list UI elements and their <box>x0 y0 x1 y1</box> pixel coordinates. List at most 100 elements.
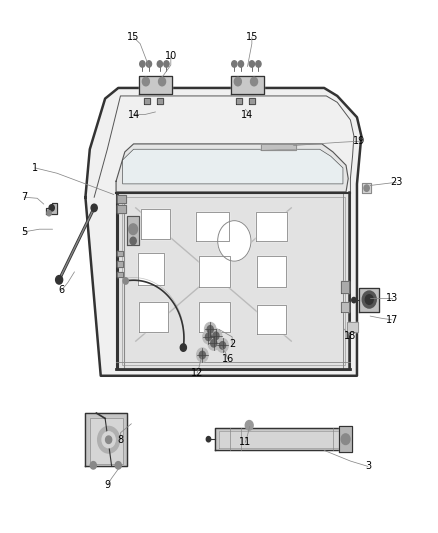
Circle shape <box>49 205 54 211</box>
Circle shape <box>210 329 222 343</box>
Circle shape <box>129 224 138 235</box>
Text: 23: 23 <box>390 177 403 187</box>
Polygon shape <box>90 418 123 464</box>
Polygon shape <box>219 431 346 448</box>
Circle shape <box>197 348 208 362</box>
Polygon shape <box>117 272 123 277</box>
Circle shape <box>142 77 149 86</box>
Circle shape <box>203 330 214 344</box>
Polygon shape <box>123 149 343 184</box>
Circle shape <box>90 462 96 469</box>
Circle shape <box>98 426 120 453</box>
Text: 3: 3 <box>365 462 371 471</box>
Circle shape <box>106 436 112 443</box>
Polygon shape <box>196 212 229 241</box>
Circle shape <box>146 61 152 67</box>
Text: 17: 17 <box>386 315 398 325</box>
Polygon shape <box>249 98 255 104</box>
Circle shape <box>180 344 187 351</box>
Polygon shape <box>85 413 127 466</box>
Polygon shape <box>139 76 172 94</box>
Circle shape <box>251 77 258 86</box>
Circle shape <box>205 333 212 341</box>
Circle shape <box>238 61 244 67</box>
Text: 2: 2 <box>229 339 235 349</box>
Polygon shape <box>359 288 379 312</box>
Polygon shape <box>362 183 371 193</box>
Polygon shape <box>236 98 242 104</box>
Polygon shape <box>139 302 167 332</box>
Text: 8: 8 <box>117 435 124 445</box>
Circle shape <box>218 221 251 261</box>
Polygon shape <box>117 195 126 203</box>
Polygon shape <box>116 144 348 192</box>
Text: 11: 11 <box>239 438 251 447</box>
Circle shape <box>91 204 97 212</box>
Text: 7: 7 <box>21 192 27 202</box>
Polygon shape <box>341 281 349 293</box>
Text: 9: 9 <box>104 480 110 490</box>
Circle shape <box>115 462 121 469</box>
Circle shape <box>123 278 128 284</box>
Circle shape <box>234 77 241 86</box>
Circle shape <box>199 351 205 359</box>
Text: 18: 18 <box>344 331 357 341</box>
Text: 14: 14 <box>127 110 140 119</box>
Polygon shape <box>117 251 123 256</box>
Circle shape <box>217 338 228 352</box>
Text: 6: 6 <box>58 286 64 295</box>
Text: 12: 12 <box>191 368 203 378</box>
Text: 15: 15 <box>246 33 258 42</box>
Circle shape <box>47 211 51 216</box>
Circle shape <box>213 332 219 340</box>
Circle shape <box>206 437 211 442</box>
Circle shape <box>164 61 169 67</box>
Circle shape <box>232 61 237 67</box>
Text: 19: 19 <box>353 136 365 146</box>
Text: 5: 5 <box>21 227 27 237</box>
Polygon shape <box>85 88 361 376</box>
Polygon shape <box>339 426 352 452</box>
Circle shape <box>249 61 254 67</box>
Polygon shape <box>261 144 296 150</box>
Polygon shape <box>116 192 350 370</box>
Circle shape <box>219 342 226 349</box>
Polygon shape <box>144 98 150 104</box>
Text: 1: 1 <box>32 163 38 173</box>
Polygon shape <box>157 98 163 104</box>
Polygon shape <box>256 212 287 241</box>
Circle shape <box>207 326 213 333</box>
Text: 10: 10 <box>165 51 177 61</box>
Polygon shape <box>231 76 264 94</box>
Polygon shape <box>347 322 358 332</box>
Circle shape <box>130 237 136 245</box>
Circle shape <box>211 340 217 347</box>
Polygon shape <box>46 203 57 214</box>
Circle shape <box>208 336 219 350</box>
Circle shape <box>140 61 145 67</box>
Text: 14: 14 <box>241 110 254 119</box>
Circle shape <box>365 295 373 304</box>
Polygon shape <box>199 302 230 332</box>
Polygon shape <box>257 305 286 335</box>
Polygon shape <box>127 216 139 245</box>
Circle shape <box>341 434 350 445</box>
Polygon shape <box>138 253 164 285</box>
Text: 16: 16 <box>222 354 234 364</box>
Polygon shape <box>141 209 170 239</box>
Circle shape <box>256 61 261 67</box>
Circle shape <box>364 185 369 191</box>
Circle shape <box>102 432 115 448</box>
Polygon shape <box>199 256 230 287</box>
Circle shape <box>56 276 63 284</box>
Circle shape <box>362 291 376 308</box>
Polygon shape <box>341 302 349 312</box>
Polygon shape <box>117 205 126 213</box>
Circle shape <box>157 61 162 67</box>
Circle shape <box>205 322 216 336</box>
Text: 13: 13 <box>386 294 398 303</box>
Circle shape <box>245 421 253 430</box>
Circle shape <box>352 297 356 303</box>
Circle shape <box>159 77 166 86</box>
Polygon shape <box>117 261 123 266</box>
